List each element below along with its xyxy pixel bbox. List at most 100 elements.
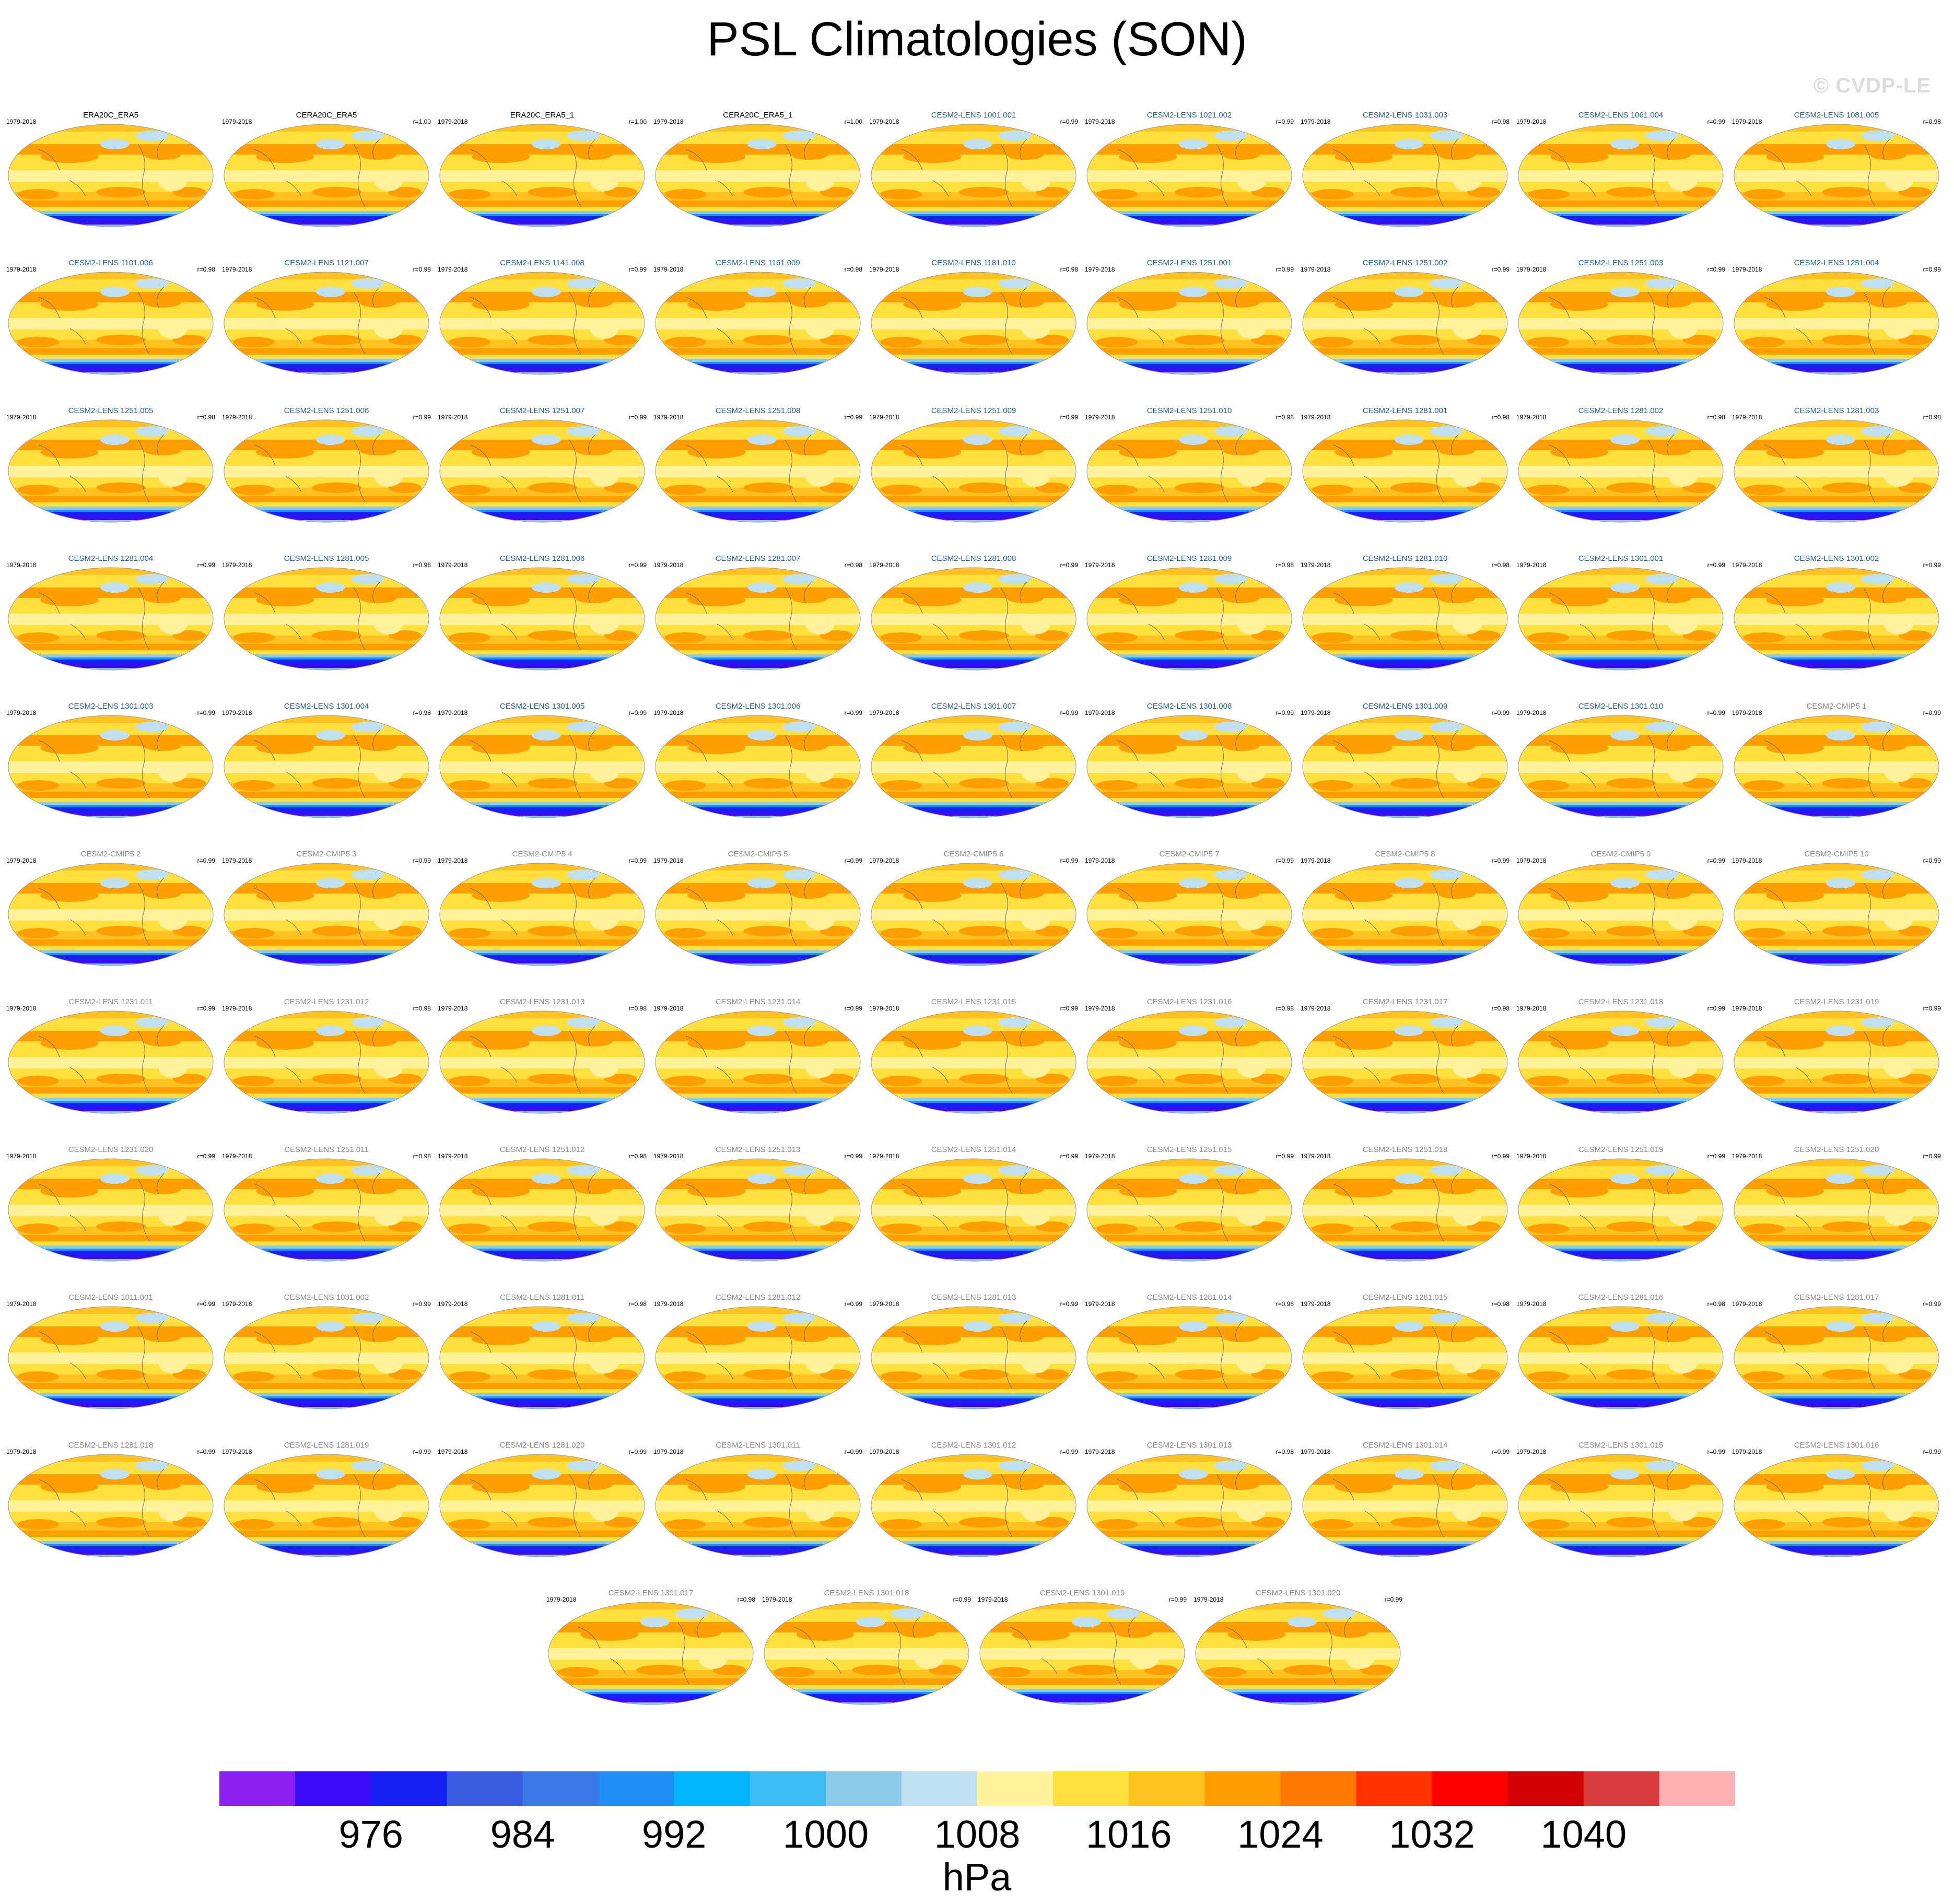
map-panel: 1979-2018 CESM2-CMIP5 1 r=0.99 xyxy=(1729,699,1944,840)
map-panel: 1979-2018 CESM2-LENS 1301.011 r=0.99 xyxy=(650,1438,865,1579)
map-panel: 1979-2018 CESM2-LENS 1281.015 r=0.98 xyxy=(1297,1290,1513,1431)
map-panel: 1979-2018 CESM2-LENS 1281.009 r=0.98 xyxy=(1082,551,1297,692)
panel-correlation: r=0.99 xyxy=(1707,857,1725,864)
colorbar xyxy=(219,1771,1735,1806)
psl-map xyxy=(655,567,861,671)
map-panel: 1979-2018 CESM2-LENS 1301.007 r=0.99 xyxy=(866,699,1081,840)
psl-map xyxy=(1086,272,1292,375)
panel-period: 1979-2018 xyxy=(1085,1448,1115,1455)
panel-title: CESM2-LENS 1101.006 xyxy=(68,258,153,267)
panel-title: CESM2-LENS 1251.003 xyxy=(1578,258,1664,267)
panel-correlation: r=0.99 xyxy=(1060,709,1078,716)
panel-title: CERA20C_ERA5_1 xyxy=(723,111,793,120)
psl-map xyxy=(1086,1158,1292,1262)
map-panel: 1979-2018 CESM2-LENS 1281.018 r=0.99 xyxy=(3,1438,218,1579)
map-panel: 1979-2018 CESM2-LENS 1301.020 r=0.99 xyxy=(1190,1585,1406,1726)
psl-map xyxy=(1302,124,1508,227)
psl-map xyxy=(439,1306,645,1409)
map-panel: 1979-2018 CESM2-LENS 1281.017 r=0.99 xyxy=(1729,1290,1944,1431)
panel-period: 1979-2018 xyxy=(6,561,37,569)
panel-period: 1979-2018 xyxy=(6,1448,37,1455)
panel-period: 1979-2018 xyxy=(653,1153,684,1160)
psl-map xyxy=(1302,419,1508,523)
panel-correlation: r=0.98 xyxy=(197,414,215,421)
panel-title: CESM2-LENS 1021.002 xyxy=(1146,111,1232,120)
colorbar-swatch xyxy=(1204,1771,1281,1806)
panel-period: 1979-2018 xyxy=(869,561,899,569)
panel-correlation: r=0.98 xyxy=(1276,1448,1294,1455)
psl-map xyxy=(1302,1454,1508,1557)
panel-title: ERA20C_ERA5 xyxy=(83,111,138,120)
panel-period: 1979-2018 xyxy=(222,1153,252,1160)
map-panel: 1979-2018 CERA20C_ERA5_1 r=1.00 xyxy=(650,108,865,249)
panel-correlation: r=0.99 xyxy=(1060,118,1078,125)
panel-correlation: r=0.99 xyxy=(413,1300,431,1308)
psl-map xyxy=(1518,567,1724,671)
map-panel: 1979-2018 CESM2-LENS 1021.002 r=0.99 xyxy=(1082,108,1297,249)
panel-correlation: r=0.99 xyxy=(1060,857,1078,864)
panel-correlation: r=0.99 xyxy=(844,709,862,716)
panel-period: 1979-2018 xyxy=(438,414,468,421)
panel-period: 1979-2018 xyxy=(438,118,468,125)
psl-map xyxy=(1195,1602,1401,1705)
map-panel: 1979-2018 CESM2-LENS 1301.015 r=0.99 xyxy=(1513,1438,1728,1579)
panel-correlation: r=0.99 xyxy=(1491,857,1510,864)
colorbar-swatch xyxy=(447,1771,523,1806)
panel-period: 1979-2018 xyxy=(1301,1005,1331,1012)
panel-period: 1979-2018 xyxy=(222,857,252,864)
panel-period: 1979-2018 xyxy=(1085,266,1115,273)
panel-correlation: r=0.99 xyxy=(844,1005,862,1012)
psl-map xyxy=(655,1454,861,1557)
map-panel: 1979-2018 CESM2-CMIP5 3 r=0.99 xyxy=(219,847,434,988)
psl-map xyxy=(8,567,214,671)
map-panel: 1979-2018 CESM2-LENS 1251.002 r=0.99 xyxy=(1297,255,1513,396)
panel-correlation: r=0.99 xyxy=(1060,561,1078,569)
panel-title: CESM2-LENS 1251.001 xyxy=(1146,258,1232,267)
panel-title: CESM2-LENS 1281.005 xyxy=(284,554,369,563)
panel-title: CESM2-LENS 1031.002 xyxy=(284,1293,369,1302)
panel-title: CESM2-LENS 1301.015 xyxy=(1578,1441,1664,1450)
psl-map xyxy=(1734,272,1939,375)
panel-period: 1979-2018 xyxy=(6,1153,37,1160)
map-panel: 1979-2018 CESM2-LENS 1281.010 r=0.98 xyxy=(1297,551,1513,692)
map-panel: 1979-2018 CERA20C_ERA5 r=1.00 xyxy=(219,108,434,249)
panel-period: 1979-2018 xyxy=(222,414,252,421)
panel-correlation: r=0.98 xyxy=(413,266,431,273)
panel-title: CESM2-LENS 1301.014 xyxy=(1362,1441,1448,1450)
panel-correlation: r=0.99 xyxy=(1168,1596,1187,1603)
panel-title: CESM2-LENS 1161.009 xyxy=(716,258,800,267)
colorbar-label: 976 xyxy=(338,1813,403,1856)
panel-correlation: r=0.98 xyxy=(844,561,862,569)
map-panel: 1979-2018 CESM2-LENS 1301.009 r=0.99 xyxy=(1297,699,1513,840)
panel-correlation: r=0.99 xyxy=(197,857,215,864)
panel-title: CESM2-LENS 1301.011 xyxy=(716,1441,800,1450)
panel-period: 1979-2018 xyxy=(762,1596,792,1603)
colorbar-swatch xyxy=(825,1771,902,1806)
panel-title: CESM2-LENS 1281.004 xyxy=(68,554,154,563)
panel-title: CESM2-LENS 1251.015 xyxy=(1146,1145,1232,1154)
colorbar-units: hPa xyxy=(942,1855,1012,1899)
panel-title: CESM2-LENS 1061.004 xyxy=(1578,111,1664,120)
panel-title: CESM2-CMIP5 8 xyxy=(1375,850,1435,859)
psl-map xyxy=(224,863,429,966)
panel-title: CESM2-LENS 1281.012 xyxy=(715,1293,801,1302)
panel-correlation: r=0.98 xyxy=(628,1300,647,1308)
panel-title: CESM2-LENS 1251.002 xyxy=(1362,258,1448,267)
panel-title: CESM2-LENS 1251.012 xyxy=(499,1145,585,1154)
colorbar-swatch xyxy=(522,1771,599,1806)
map-panel: 1979-2018 CESM2-LENS 1231.011 r=0.99 xyxy=(3,994,218,1135)
map-panel: 1979-2018 CESM2-LENS 1251.018 r=0.99 xyxy=(1297,1142,1513,1283)
panel-correlation: r=0.99 xyxy=(844,1448,862,1455)
map-panel: 1979-2018 CESM2-LENS 1281.007 r=0.98 xyxy=(650,551,865,692)
colorbar-swatch xyxy=(371,1771,447,1806)
panel-period: 1979-2018 xyxy=(653,1300,684,1308)
panel-title: CESM2-LENS 1231.016 xyxy=(1146,997,1232,1006)
panel-title: CESM2-LENS 1301.007 xyxy=(931,702,1016,711)
panel-period: 1979-2018 xyxy=(653,709,684,716)
panel-title: CESM2-LENS 1251.008 xyxy=(715,406,801,415)
psl-map xyxy=(8,1306,214,1409)
map-panel: 1979-2018 CESM2-CMIP5 4 r=0.99 xyxy=(435,847,650,988)
panel-period: 1979-2018 xyxy=(222,266,252,273)
panel-title: CESM2-LENS 1181.010 xyxy=(931,258,1016,267)
